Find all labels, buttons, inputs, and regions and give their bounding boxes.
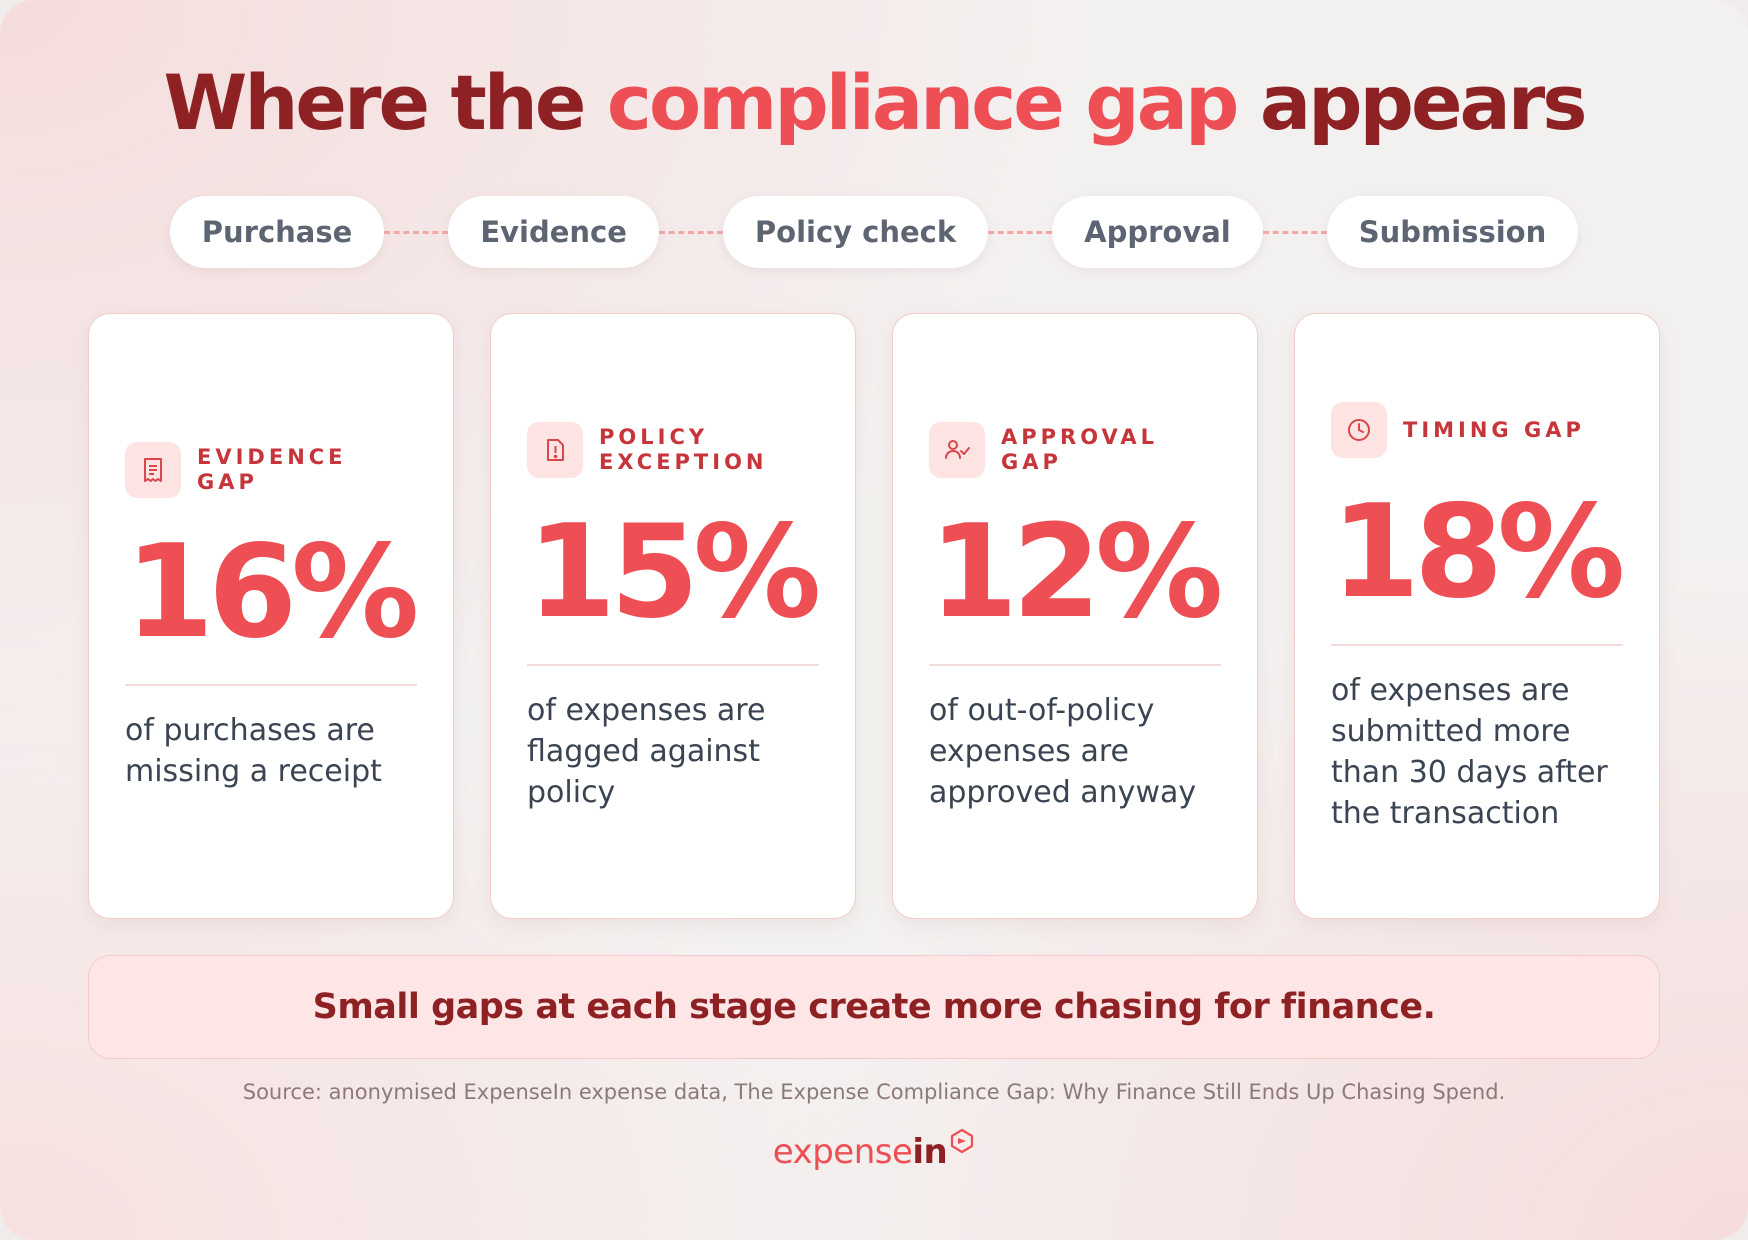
stage-approval: Approval — [1052, 196, 1263, 268]
card-description: of out-of-policy expenses are approved a… — [929, 693, 1197, 810]
card-policy-exception: POLICY EXCEPTION 15% of expenses are fla… — [490, 313, 856, 919]
user-check-icon — [929, 422, 985, 478]
title-part-2: appears — [1236, 58, 1588, 147]
brand-logo: expensein — [0, 1128, 1748, 1174]
card-tag: EVIDENCE GAP — [197, 445, 347, 494]
stage-submission: Submission — [1326, 196, 1579, 268]
title-part-1: Where the — [163, 58, 607, 147]
logo-text-secondary: in — [912, 1132, 948, 1172]
card-description: of expenses are flagged against policy — [527, 693, 766, 810]
card-tag: APPROVAL GAP — [1001, 425, 1158, 474]
card-percentage: 18% — [1331, 478, 1625, 627]
stage-policy-check: Policy check — [722, 196, 989, 268]
alert-icon — [527, 422, 583, 478]
card-divider — [125, 684, 417, 686]
card-divider — [929, 664, 1221, 666]
card-percentage: 15% — [527, 498, 821, 647]
card-percentage: 16% — [125, 518, 419, 667]
page-title: Where the compliance gap appears — [0, 58, 1748, 147]
card-description: of expenses are submitted more than 30 d… — [1331, 673, 1608, 831]
card-description: of purchases are missing a receipt — [125, 713, 382, 789]
card-evidence-gap: EVIDENCE GAP 16% of purchases are missin… — [88, 313, 454, 919]
stage-connector — [988, 230, 1053, 234]
stage-timeline: Purchase Evidence Policy check Approval … — [0, 196, 1748, 268]
stage-evidence: Evidence — [448, 196, 659, 268]
stage-purchase: Purchase — [169, 196, 385, 268]
card-divider — [1331, 644, 1623, 646]
card-timing-gap: TIMING GAP 18% of expenses are submitted… — [1294, 313, 1660, 919]
stage-connector — [658, 230, 723, 234]
card-percentage: 12% — [929, 498, 1223, 647]
summary-banner: Small gaps at each stage create more cha… — [88, 955, 1660, 1059]
logo-text-primary: expense — [772, 1132, 913, 1172]
card-divider — [527, 664, 819, 666]
stat-cards: EVIDENCE GAP 16% of purchases are missin… — [88, 313, 1660, 919]
logo-tag-icon — [949, 1128, 975, 1158]
receipt-icon — [125, 442, 181, 498]
title-highlight: compliance gap — [606, 58, 1239, 147]
card-tag: TIMING GAP — [1403, 417, 1585, 442]
source-note: Source: anonymised ExpenseIn expense dat… — [242, 1080, 1506, 1104]
stage-connector — [1262, 230, 1327, 234]
stage-connector — [384, 230, 449, 234]
card-tag: POLICY EXCEPTION — [599, 425, 768, 474]
card-approval-gap: APPROVAL GAP 12% of out-of-policy expens… — [892, 313, 1258, 919]
clock-icon — [1331, 402, 1387, 458]
